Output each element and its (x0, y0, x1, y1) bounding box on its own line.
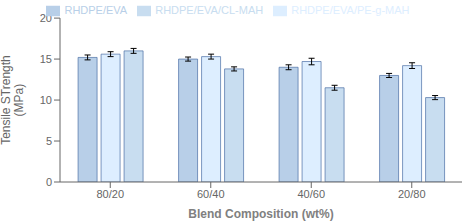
svg-text:Blend Composition (wt%): Blend Composition (wt%) (188, 207, 333, 221)
html-text:RHDPE/EVA/PE-g-MAH: RHDPE/EVA/PE-g-MAH (291, 4, 410, 16)
html-text:RHDPE/EVA: RHDPE/EVA (64, 4, 128, 16)
svg-text:40/60: 40/60 (297, 188, 325, 200)
svg-text:20/80: 20/80 (398, 188, 426, 200)
svg-text:Tensile STrength(MPa): Tensile STrength(MPa) (8, 55, 26, 145)
svg-text:10: 10 (40, 94, 52, 106)
svg-text:80/20: 80/20 (96, 188, 124, 200)
svg-text:5: 5 (46, 135, 52, 147)
svg-text:20: 20 (40, 12, 52, 24)
svg-text:60/40: 60/40 (197, 188, 225, 200)
svg-text:15: 15 (40, 53, 52, 65)
html-text:RHDPE/EVA/CL-MAH: RHDPE/EVA/CL-MAH (155, 4, 264, 16)
svg-text:0: 0 (46, 176, 52, 188)
